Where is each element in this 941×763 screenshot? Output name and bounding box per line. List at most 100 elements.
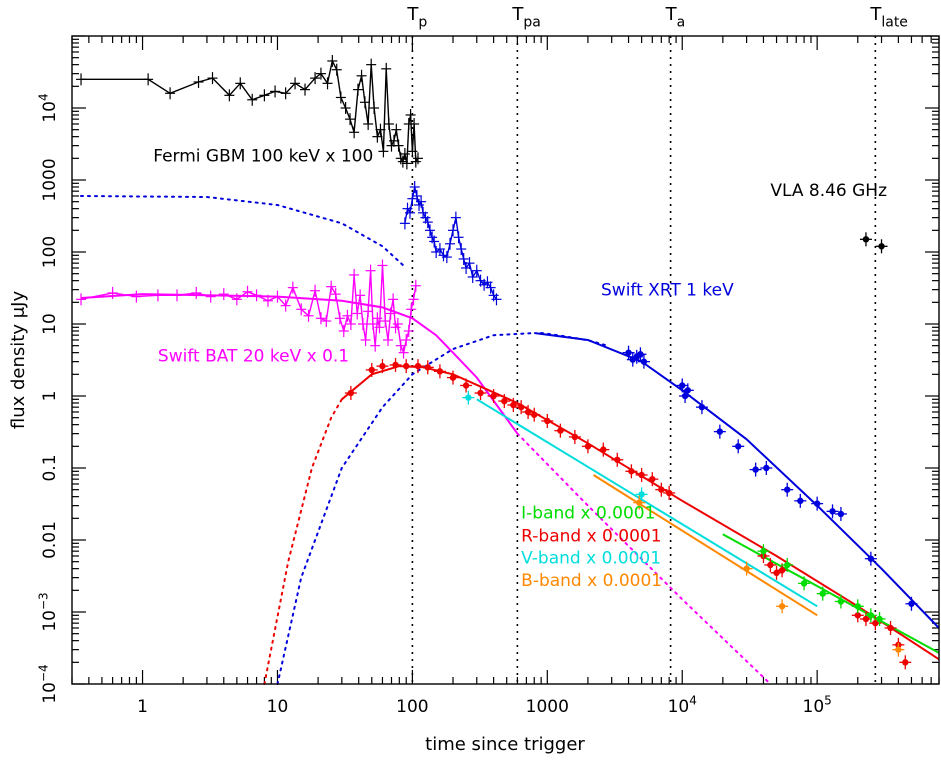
data-point	[679, 382, 686, 389]
data-point	[854, 612, 861, 619]
data-point	[625, 349, 632, 356]
data-point	[557, 427, 564, 434]
data-point	[867, 555, 875, 562]
data-point	[829, 508, 836, 515]
data-point	[524, 408, 532, 416]
data-point	[571, 433, 579, 441]
data-point	[640, 358, 648, 365]
data-point	[436, 368, 444, 375]
data-point	[773, 569, 780, 577]
y-tick-label: 1	[40, 391, 60, 402]
series-label: VLA 8.46 GHz	[770, 181, 887, 201]
data-point	[878, 243, 885, 250]
data-point	[368, 366, 375, 374]
data-point	[763, 464, 770, 472]
data-point	[681, 392, 689, 400]
data-point	[636, 499, 643, 506]
data-point	[638, 491, 645, 498]
series-label: Swift XRT 1 keV	[601, 280, 734, 300]
x-tick-label: 100	[396, 697, 428, 717]
data-point	[544, 417, 551, 425]
data-point	[531, 411, 538, 418]
x-tick-label: 105	[803, 693, 832, 717]
data-point	[778, 603, 786, 610]
data-point	[784, 561, 791, 569]
data-point	[658, 486, 665, 493]
time-marker-label: Tp	[406, 4, 427, 30]
model-curve	[540, 332, 609, 347]
x-tick-label: 10	[267, 697, 289, 717]
series-label: V-band x 0.0001	[521, 549, 661, 569]
data-point	[778, 567, 786, 574]
data-point	[895, 646, 902, 653]
data-point	[813, 500, 821, 507]
data-point	[862, 236, 870, 243]
y-tick-label: 100	[40, 236, 60, 268]
time-marker-label: Ta	[665, 4, 686, 30]
model-curve	[263, 398, 343, 685]
data-point	[797, 497, 804, 505]
y-axis-label: flux density μJy	[8, 291, 29, 430]
time-marker-label: Tlate	[869, 4, 908, 30]
data-point	[767, 561, 774, 569]
data-point	[684, 387, 692, 394]
data-point	[698, 403, 706, 411]
data-point	[403, 362, 410, 370]
data-point	[517, 403, 525, 411]
data-point	[908, 600, 915, 607]
model-curve	[341, 365, 940, 661]
series-line	[404, 186, 498, 300]
data-point	[637, 351, 644, 358]
data-point	[837, 510, 845, 518]
data-point	[490, 392, 497, 400]
data-point	[424, 364, 431, 371]
model-curve	[80, 195, 408, 269]
x-tick-label: 104	[668, 693, 697, 717]
data-point	[628, 468, 635, 475]
data-point	[414, 362, 422, 370]
x-tick-label: 1000	[526, 697, 569, 717]
data-point	[465, 394, 472, 401]
tick-layer: 1 10 100 1000 104 105 10−4 10−3 0.01 0.1 1 10 100 100…	[36, 35, 940, 717]
data-point	[760, 547, 767, 555]
time-marker-label: Tpa	[511, 4, 540, 30]
y-tick-label: 10−4	[36, 664, 60, 703]
y-tick-label: 10−3	[36, 592, 60, 631]
series-label: R-band x 0.0001	[521, 527, 661, 547]
data-point	[735, 443, 742, 450]
data-point	[902, 659, 909, 666]
y-tick-label: 10	[40, 313, 60, 335]
x-axis-label: time since trigger	[425, 734, 585, 755]
data-point	[800, 580, 808, 587]
data-point	[876, 615, 883, 623]
series-label: Fermi GBM 100 keV x 100	[153, 147, 373, 167]
data-point	[743, 565, 750, 572]
data-point	[752, 466, 759, 473]
data-point	[510, 401, 517, 409]
model-curve	[276, 332, 536, 685]
model-curve	[80, 293, 519, 435]
data-point	[837, 598, 845, 605]
data-point	[649, 475, 656, 483]
data-point	[872, 619, 879, 627]
data-point	[716, 428, 724, 435]
data-point	[784, 486, 791, 493]
data-series-layer	[76, 54, 918, 670]
time-marker-layer: Tp Tpa Ta Tlate	[406, 4, 908, 684]
data-point	[501, 397, 508, 405]
data-point	[347, 389, 355, 397]
model-curve	[476, 398, 818, 608]
plot-frame	[71, 35, 940, 685]
data-point	[449, 374, 457, 381]
data-point	[665, 489, 673, 497]
y-tick-label: 1000	[40, 158, 60, 201]
data-point	[638, 471, 645, 479]
annotation-layer: Fermi GBM 100 keV x 100 VLA 8.46 GHz Swift…	[153, 147, 887, 591]
y-tick-label: 0.1	[40, 454, 60, 481]
data-point	[887, 624, 894, 632]
model-curve	[516, 432, 772, 685]
series-label: B-band x 0.0001	[521, 571, 662, 591]
data-point	[477, 389, 484, 397]
data-point	[600, 446, 607, 453]
data-point	[379, 362, 386, 370]
